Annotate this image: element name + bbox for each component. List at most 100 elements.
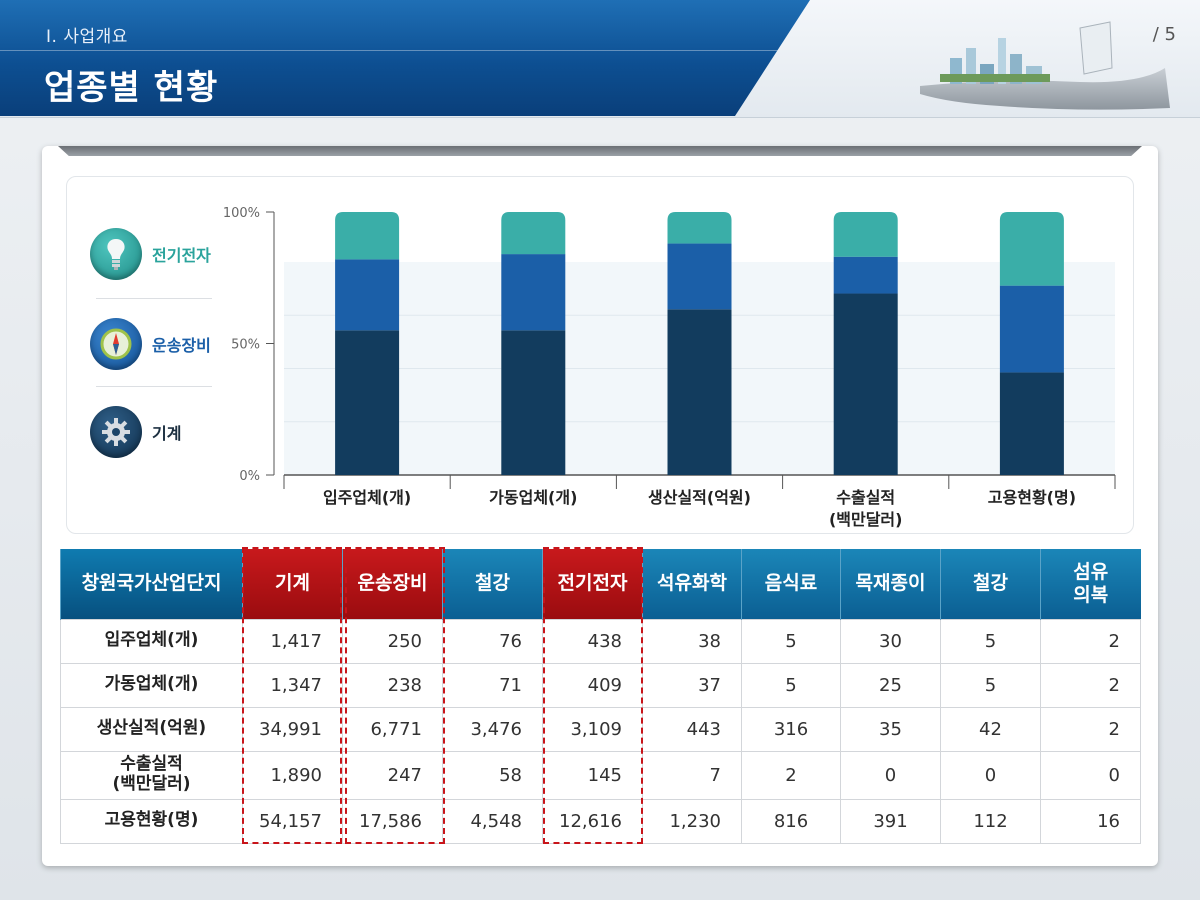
bar-segment	[501, 330, 566, 475]
panel-top-bar	[58, 146, 1142, 156]
table-cell: 1,417	[242, 618, 343, 664]
column-header: 철강	[442, 549, 543, 619]
table-cell: 71	[442, 662, 543, 708]
table-cell: 54,157	[242, 798, 343, 844]
column-header: 석유화학	[642, 549, 742, 619]
table-cell: 76	[442, 618, 543, 664]
legend-divider	[96, 298, 212, 299]
table-cell: 3,109	[542, 706, 643, 752]
bar-segment	[667, 243, 732, 310]
row-header: 고용현황(명)	[60, 798, 243, 844]
y-tick-label: 0%	[239, 469, 260, 484]
bar-segment	[999, 212, 1064, 286]
table-cell: 17,586	[342, 798, 443, 844]
page-number: / 5	[1152, 24, 1176, 45]
table-row: 생산실적(억원) 34,991 6,771 3,476 3,109 443 316 35 42 2	[60, 706, 1141, 752]
table-row: 수출실적 (백만달러) 1,890 247 58 145 7 2 0 0 0	[60, 750, 1141, 800]
table-row: 가동업체(개) 1,347 238 71 409 37 5 25 5 2	[60, 662, 1141, 708]
table-cell: 409	[542, 662, 643, 708]
table-cell: 5	[940, 618, 1041, 664]
x-tick-label: 수출실적	[836, 488, 895, 507]
table-cell: 247	[342, 750, 443, 800]
x-tick-label: 생산실적(억원)	[648, 488, 751, 507]
y-tick-label: 100%	[223, 206, 260, 221]
legend-divider	[96, 386, 212, 387]
table-cell: 35	[840, 706, 941, 752]
table-cell: 37	[642, 662, 742, 708]
table-cell: 34,991	[242, 706, 343, 752]
bar-segment	[833, 212, 898, 257]
lightbulb-icon	[90, 228, 142, 280]
table-cell: 1,230	[642, 798, 742, 844]
column-header: 음식료	[741, 549, 841, 619]
bar-segment	[667, 309, 732, 475]
bar-segment	[833, 293, 898, 475]
legend-item-electronics: 전기전자	[90, 228, 211, 280]
table-cell: 0	[940, 750, 1041, 800]
table-cell: 145	[542, 750, 643, 800]
table-cell: 443	[642, 706, 742, 752]
column-header: 운송장비	[342, 549, 443, 619]
table-cell: 316	[741, 706, 841, 752]
bar-segment	[335, 212, 400, 260]
table-cell: 16	[1040, 798, 1141, 844]
table-cell: 112	[940, 798, 1041, 844]
table-cell: 1,890	[242, 750, 343, 800]
table-cell: 5	[940, 662, 1041, 708]
column-header: 철강	[940, 549, 1041, 619]
y-tick-label: 50%	[231, 338, 260, 353]
table-cell: 2	[1040, 662, 1141, 708]
section-label: Ⅰ. 사업개요	[46, 27, 128, 47]
legend-item-machinery: 기계	[90, 406, 181, 458]
stacked-bar-chart: 0% 50% 100% 입주업체(개) 가동업체(개) 생산실적(억원) 수출실적 (백만달러…	[223, 206, 1116, 529]
column-header: 기계	[242, 549, 343, 619]
table-cell: 2	[1040, 618, 1141, 664]
legend-item-transport: 운송장비	[90, 318, 211, 370]
table-cell: 250	[342, 618, 443, 664]
city-hand-illustration	[920, 21, 1170, 110]
table-cell: 7	[642, 750, 742, 800]
row-header: 가동업체(개)	[60, 662, 243, 708]
column-header: 전기전자	[542, 549, 643, 619]
bar-segment	[501, 254, 566, 331]
slide-header: Ⅰ. 사업개요 업종별 현황 / 5	[0, 0, 1200, 118]
x-tick-label: 가동업체(개)	[489, 488, 577, 507]
legend-label: 운송장비	[152, 336, 211, 355]
table-cell: 1,347	[242, 662, 343, 708]
header-band	[0, 0, 810, 116]
bar-segment	[501, 212, 566, 255]
x-tick-label: 고용현황(명)	[988, 488, 1076, 507]
legend-label: 전기전자	[152, 246, 211, 265]
legend-label: 기계	[152, 424, 182, 443]
page-title: 업종별 현황	[44, 68, 219, 108]
table-cell: 238	[342, 662, 443, 708]
table-header-row: 창원국가산업단지 기계 운송장비 철강 전기전자 석유화학 음식료 목재종이 철강 섬유 의복	[60, 549, 1141, 619]
column-header: 목재종이	[840, 549, 941, 619]
table-cell: 5	[741, 618, 841, 664]
industry-table: 창원국가산업단지 기계 운송장비 철강 전기전자 석유화학 음식료 목재종이 철강 섬유 의복 입주…	[60, 547, 1141, 844]
table-cell: 25	[840, 662, 941, 708]
column-header: 섬유 의복	[1040, 549, 1141, 619]
compass-icon	[90, 318, 142, 370]
bar-segment	[999, 285, 1064, 373]
bar-segment	[999, 372, 1064, 475]
bar-segment	[335, 259, 400, 331]
table-corner-header: 창원국가산업단지	[60, 549, 243, 619]
x-tick-label: 입주업체(개)	[323, 488, 411, 507]
table-cell: 0	[840, 750, 941, 800]
row-header: 입주업체(개)	[60, 618, 243, 664]
table-cell: 816	[741, 798, 841, 844]
table-cell: 391	[840, 798, 941, 844]
table-cell: 2	[1040, 706, 1141, 752]
table-cell: 3,476	[442, 706, 543, 752]
table-cell: 30	[840, 618, 941, 664]
table-cell: 438	[542, 618, 643, 664]
gear-icon	[90, 406, 142, 458]
table-cell: 12,616	[542, 798, 643, 844]
table-cell: 58	[442, 750, 543, 800]
row-header: 수출실적 (백만달러)	[60, 750, 243, 800]
table-cell: 2	[741, 750, 841, 800]
bar-segment	[833, 256, 898, 294]
table-row: 입주업체(개) 1,417 250 76 438 38 5 30 5 2	[60, 618, 1141, 664]
table-cell: 42	[940, 706, 1041, 752]
